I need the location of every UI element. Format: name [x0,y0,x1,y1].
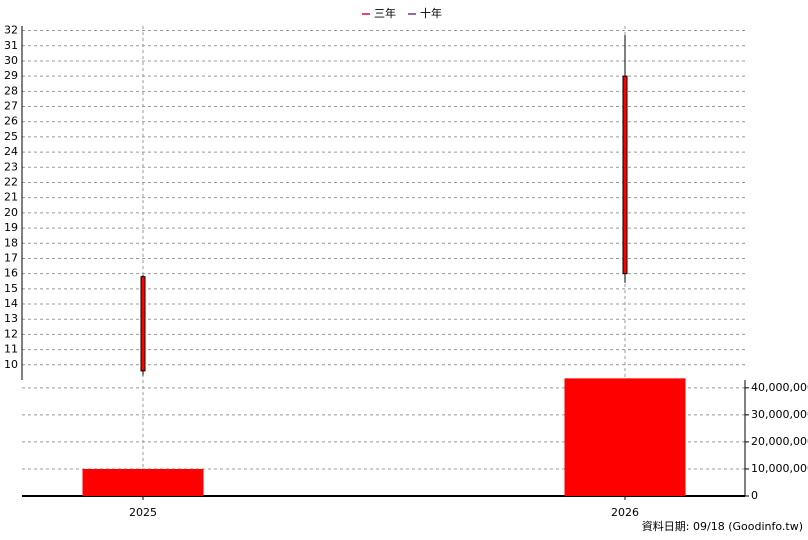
y-tick-label: 31 [4,39,18,52]
legend-label: 十年 [420,6,442,20]
y-tick-label: 28 [4,84,18,97]
volume-bar [564,378,686,496]
y-tick-label: 25 [4,130,18,143]
y-tick-label: 21 [4,191,18,204]
y-tick-label: 22 [4,175,18,188]
y2-tick-label: 30,000,000 [751,408,808,421]
y-tick-label: 13 [4,312,18,325]
y-tick-label: 11 [4,343,18,356]
y-tick-label: 20 [4,206,18,219]
y-tick-label: 24 [4,145,18,158]
y-tick-label: 17 [4,251,18,264]
legend-label: 三年 [374,6,396,20]
y-tick-label: 26 [4,115,18,128]
y-tick-label: 23 [4,160,18,173]
candle-body [622,75,628,275]
y2-tick-label: 0 [751,489,758,502]
y2-tick-label: 10,000,000 [751,462,808,475]
volume-bar [82,468,204,496]
x-tick-label: 2025 [129,506,157,519]
y-tick-label: 27 [4,100,18,113]
y-tick-label: 30 [4,54,18,67]
note: 資料日期: 09/18 (Goodinfo.tw) [642,519,803,533]
y-tick-label: 29 [4,69,18,82]
y-tick-label: 14 [4,297,18,310]
x-tick-label: 2026 [611,506,639,519]
y-tick-label: 18 [4,236,18,249]
candle-body [140,276,146,372]
y-tick-label: 16 [4,267,18,280]
y-tick-label: 19 [4,221,18,234]
y2-tick-label: 20,000,000 [751,435,808,448]
y2-tick-label: 40,000,000 [751,381,808,394]
y-tick-label: 10 [4,358,18,371]
y-tick-label: 32 [4,24,18,37]
y-tick-label: 15 [4,282,18,295]
y-tick-label: 12 [4,327,18,340]
